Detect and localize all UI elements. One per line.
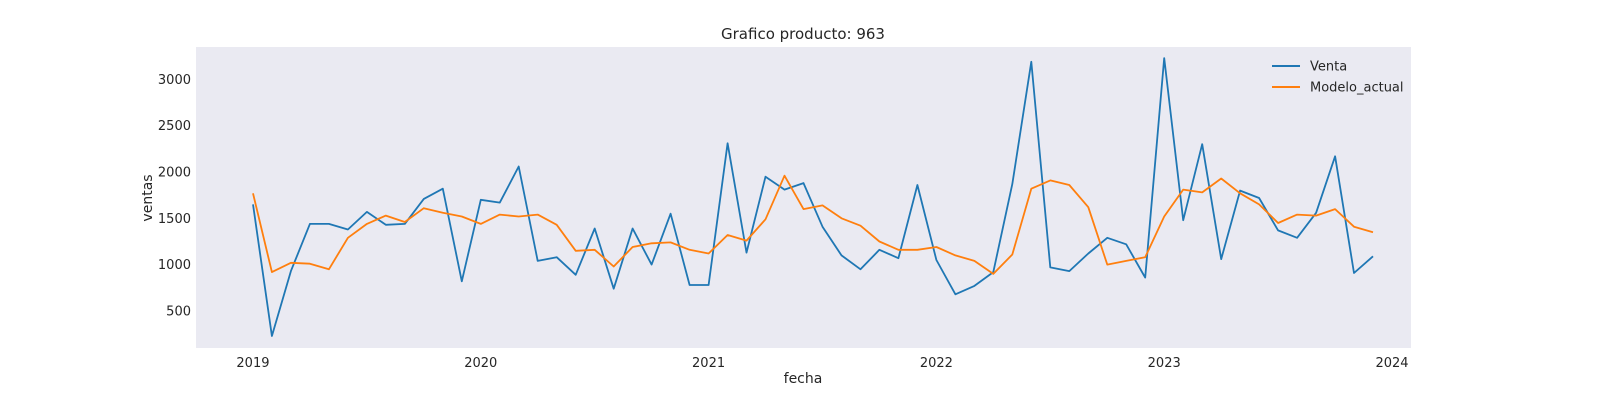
y-axis-ticks: 500 1000 1500 2000 2500 3000 <box>158 73 191 320</box>
y-tick-label-2500: 2500 <box>158 119 191 134</box>
y-tick-label-2000: 2000 <box>158 166 191 181</box>
x-tick-label-2019: 2019 <box>236 356 269 371</box>
x-tick-label-2022: 2022 <box>920 356 953 371</box>
series-line-modelo-actual <box>252 174 1374 275</box>
y-tick-label-3000: 3000 <box>158 73 191 88</box>
x-tick-label-2021: 2021 <box>692 356 725 371</box>
series-lines <box>252 57 1374 337</box>
x-tick-label-2023: 2023 <box>1148 356 1181 371</box>
legend: Venta Modelo_actual <box>1272 60 1404 96</box>
x-axis-label: fecha <box>784 371 823 387</box>
x-tick-label-2020: 2020 <box>464 356 497 371</box>
y-tick-label-500: 500 <box>166 304 191 319</box>
y-tick-label-1000: 1000 <box>158 258 191 273</box>
y-tick-label-1500: 1500 <box>158 212 191 227</box>
series-line-venta <box>252 57 1374 337</box>
legend-label-1: Modelo_actual <box>1310 81 1404 96</box>
y-axis-label: ventas <box>140 174 156 221</box>
plot-area <box>196 47 1411 348</box>
x-axis-ticks: 2019 2020 2021 2022 2023 2024 <box>236 356 1408 371</box>
x-tick-label-2024: 2024 <box>1375 356 1408 371</box>
chart-title: Grafico producto: 963 <box>721 25 885 43</box>
legend-label-0: Venta <box>1310 60 1347 75</box>
